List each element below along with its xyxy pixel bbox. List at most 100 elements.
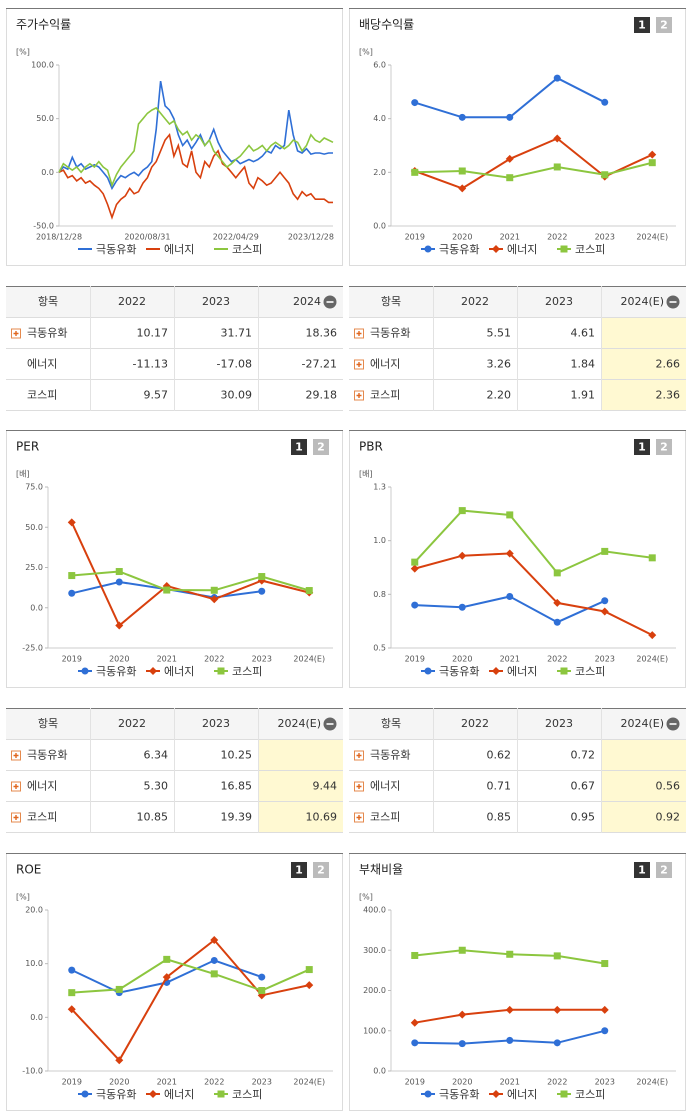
tab-button-label[interactable]: 2 xyxy=(317,864,325,877)
tab-button[interactable] xyxy=(656,862,672,878)
point xyxy=(210,970,218,978)
expand-plus[interactable] xyxy=(13,815,19,820)
cell-value: 10.17 xyxy=(137,327,169,340)
column-header: 항목 xyxy=(38,717,58,730)
tab-button[interactable] xyxy=(634,862,650,878)
tab-button[interactable] xyxy=(634,439,650,455)
legend-label: 코스피 xyxy=(575,1088,605,1101)
legend-label: 에너지 xyxy=(164,1088,194,1101)
tab-button-label[interactable]: 1 xyxy=(295,864,303,877)
cell-value: 18.36 xyxy=(306,327,338,340)
point xyxy=(67,518,76,527)
point xyxy=(305,981,314,990)
legend-label: 에너지 xyxy=(507,665,537,678)
cell-value: 5.51 xyxy=(487,327,512,340)
cell-value: 10.69 xyxy=(306,811,338,824)
expand-plus[interactable] xyxy=(356,393,362,398)
expand-plus[interactable] xyxy=(356,331,362,336)
point xyxy=(411,601,419,609)
expand-plus[interactable] xyxy=(356,753,362,758)
legend-label: 에너지 xyxy=(507,243,537,256)
tab-button[interactable] xyxy=(313,862,329,878)
point xyxy=(505,1005,514,1014)
row-label: 코스피 xyxy=(27,389,57,402)
x-tick-label: 2022 xyxy=(547,655,567,664)
row-label: 극동유화 xyxy=(27,749,67,762)
expand-plus[interactable] xyxy=(356,362,362,367)
highlight-cell xyxy=(601,771,686,802)
point xyxy=(68,989,76,997)
tab-button-label[interactable]: 2 xyxy=(660,19,668,32)
point xyxy=(553,598,562,607)
point xyxy=(601,597,609,605)
tab-button-label[interactable]: 2 xyxy=(660,864,668,877)
tab-button-label[interactable]: 2 xyxy=(660,441,668,454)
series-line xyxy=(71,570,310,592)
y-unit: [%] xyxy=(359,48,373,57)
y-tick-label: 4.0 xyxy=(373,114,386,123)
point xyxy=(410,1018,419,1027)
cell-value: 9.44 xyxy=(313,780,338,793)
series-line xyxy=(58,80,333,191)
tab-button-label[interactable]: 1 xyxy=(638,19,646,32)
point xyxy=(411,1039,419,1047)
x-tick-label: 2019 xyxy=(62,655,82,664)
tab-button[interactable] xyxy=(291,439,307,455)
column-header: 항목 xyxy=(38,295,58,308)
cell-value: 0.71 xyxy=(487,780,512,793)
cell-value: 30.09 xyxy=(221,389,253,402)
tab-button-label[interactable]: 1 xyxy=(638,864,646,877)
y-tick-label: 300.0 xyxy=(363,946,386,955)
point xyxy=(505,154,514,163)
cell-value: 31.71 xyxy=(221,327,253,340)
expand-plus[interactable] xyxy=(356,815,362,820)
highlight-cell xyxy=(258,802,343,833)
tab-button-label[interactable]: 1 xyxy=(295,441,303,454)
tab-button[interactable] xyxy=(656,439,672,455)
x-tick-label: 2023 xyxy=(595,233,615,242)
panel-title: ROE xyxy=(16,863,41,877)
panel xyxy=(6,853,343,1111)
expand-plus[interactable] xyxy=(13,331,19,336)
cell-value: -17.08 xyxy=(217,358,252,371)
y-tick-label: 0.0 xyxy=(30,603,43,612)
x-tick-label: 2024(E) xyxy=(293,655,325,664)
point xyxy=(411,951,419,959)
point xyxy=(305,587,313,595)
point xyxy=(258,573,266,581)
expand-plus[interactable] xyxy=(13,784,19,789)
tab-button-label[interactable]: 2 xyxy=(317,441,325,454)
point xyxy=(68,589,76,597)
legend-label: 코스피 xyxy=(232,1088,262,1101)
x-tick-label: 2023 xyxy=(252,655,272,664)
point xyxy=(601,547,609,555)
point xyxy=(411,99,419,107)
y-tick-label: 10.0 xyxy=(25,959,43,968)
highlight-cell xyxy=(258,771,343,802)
row-label: 에너지 xyxy=(27,780,57,793)
point xyxy=(505,549,514,558)
column-header: 2023 xyxy=(545,717,573,730)
x-tick-label: 2021 xyxy=(500,655,520,664)
point xyxy=(458,507,466,515)
point xyxy=(648,159,656,167)
legend-label: 극동유화 xyxy=(439,1088,479,1101)
x-tick-label: 2023/12/28 xyxy=(288,233,334,242)
point xyxy=(163,955,171,963)
tab-button[interactable] xyxy=(291,862,307,878)
tab-button[interactable] xyxy=(313,439,329,455)
cell-value: 10.25 xyxy=(221,749,253,762)
expand-plus[interactable] xyxy=(356,784,362,789)
series-line xyxy=(414,509,653,575)
point xyxy=(506,592,514,600)
x-tick-label: 2020 xyxy=(109,655,129,664)
point xyxy=(411,168,419,176)
point xyxy=(553,952,561,960)
expand-plus[interactable] xyxy=(13,753,19,758)
cell-value: 1.91 xyxy=(571,389,596,402)
y-tick-label: 0.8 xyxy=(373,590,386,599)
tab-button-label[interactable]: 1 xyxy=(638,441,646,454)
tab-button[interactable] xyxy=(634,17,650,33)
point xyxy=(553,1039,561,1047)
tab-button[interactable] xyxy=(656,17,672,33)
